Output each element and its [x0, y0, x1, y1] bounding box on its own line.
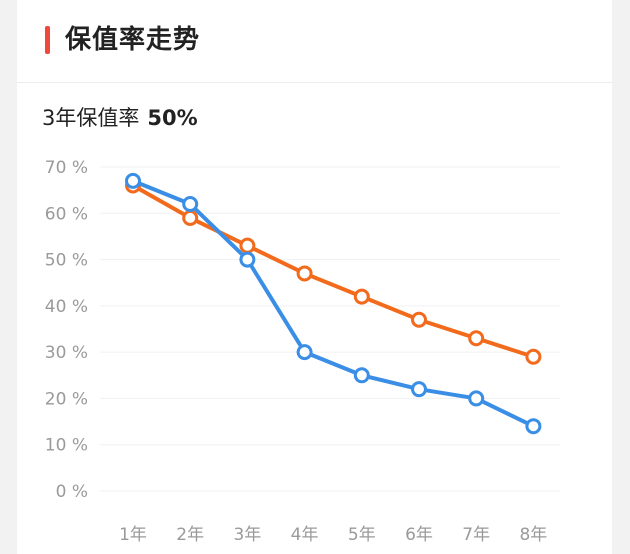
y-tick-label: 40 % — [45, 297, 88, 317]
x-tick-label: 2年 — [176, 525, 204, 545]
series-line — [131, 178, 536, 429]
y-tick-label: 0 % — [56, 482, 88, 502]
data-point — [125, 172, 141, 189]
card-title: 保值率走势 — [65, 25, 201, 55]
y-tick-label: 10 % — [45, 436, 88, 456]
x-tick-label: 1年 — [119, 525, 147, 545]
y-tick-label: 30 % — [45, 343, 88, 363]
x-axis-ticks: 1年 2年 3年 4年 5年 6年 7年 8年 — [119, 525, 547, 545]
data-point — [353, 367, 370, 384]
data-point — [296, 344, 313, 361]
data-point — [411, 381, 427, 398]
data-point — [468, 390, 485, 407]
x-tick-label: 5年 — [348, 525, 376, 545]
x-tick-label: 3年 — [233, 525, 261, 545]
chart-grid — [100, 166, 560, 492]
series-1 — [125, 177, 542, 365]
data-point — [468, 330, 485, 347]
y-tick-label: 60 % — [45, 204, 88, 224]
retention-summary: 3年保值率 50% — [42, 103, 198, 133]
x-tick-label: 7年 — [462, 525, 490, 545]
value-retention-card: 保值率走势 3年保值率 50% — [17, 0, 612, 554]
data-point — [182, 196, 199, 213]
y-axis-ticks: 0 % 10 % 20 % 30 % 40 % 50 % 60 % 70 % — [45, 158, 88, 502]
chart-series — [125, 172, 542, 435]
series-2 — [125, 172, 542, 435]
data-point — [296, 265, 313, 282]
x-tick-label: 6年 — [405, 525, 433, 545]
x-tick-label: 4年 — [291, 525, 319, 545]
retention-summary-value: 50% — [147, 106, 198, 130]
data-point — [353, 288, 370, 305]
y-tick-label: 70 % — [45, 158, 88, 178]
data-point — [239, 237, 256, 254]
data-point — [239, 251, 256, 268]
y-tick-label: 50 % — [45, 251, 88, 271]
x-tick-label: 8年 — [519, 525, 547, 545]
data-point — [182, 209, 199, 226]
card-header: 保值率走势 — [17, 0, 612, 83]
series-line — [131, 183, 536, 359]
title-accent-bar — [45, 26, 50, 54]
data-point — [525, 348, 542, 365]
data-point — [525, 418, 542, 435]
y-tick-label: 20 % — [45, 389, 88, 409]
data-point — [411, 311, 427, 328]
retention-summary-label: 3年保值率 — [42, 106, 140, 130]
